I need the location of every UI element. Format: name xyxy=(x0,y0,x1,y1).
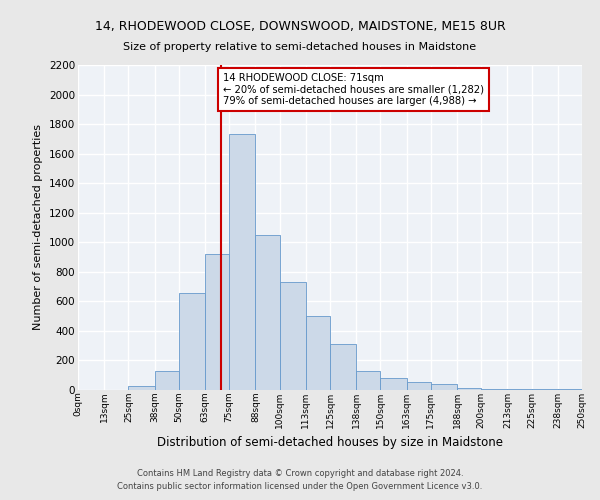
Bar xyxy=(356,371,380,390)
Bar xyxy=(457,388,481,390)
Bar xyxy=(330,344,356,390)
Bar xyxy=(431,384,457,390)
Text: 14 RHODEWOOD CLOSE: 71sqm
← 20% of semi-detached houses are smaller (1,282)
79% : 14 RHODEWOOD CLOSE: 71sqm ← 20% of semi-… xyxy=(223,73,484,106)
Bar xyxy=(558,388,582,390)
Text: 14, RHODEWOOD CLOSE, DOWNSWOOD, MAIDSTONE, ME15 8UR: 14, RHODEWOOD CLOSE, DOWNSWOOD, MAIDSTON… xyxy=(95,20,505,33)
Y-axis label: Number of semi-detached properties: Number of semi-detached properties xyxy=(34,124,43,330)
Bar xyxy=(256,235,280,390)
Bar xyxy=(280,282,306,390)
Text: Contains HM Land Registry data © Crown copyright and database right 2024.: Contains HM Land Registry data © Crown c… xyxy=(137,468,463,477)
Bar xyxy=(128,386,155,390)
X-axis label: Distribution of semi-detached houses by size in Maidstone: Distribution of semi-detached houses by … xyxy=(157,436,503,449)
Bar xyxy=(306,316,330,390)
Bar xyxy=(229,134,256,390)
Bar xyxy=(380,378,407,390)
Bar xyxy=(155,371,179,390)
Bar xyxy=(205,254,229,390)
Text: Contains public sector information licensed under the Open Government Licence v3: Contains public sector information licen… xyxy=(118,482,482,491)
Bar xyxy=(179,292,205,390)
Text: Size of property relative to semi-detached houses in Maidstone: Size of property relative to semi-detach… xyxy=(124,42,476,52)
Bar xyxy=(407,382,431,390)
